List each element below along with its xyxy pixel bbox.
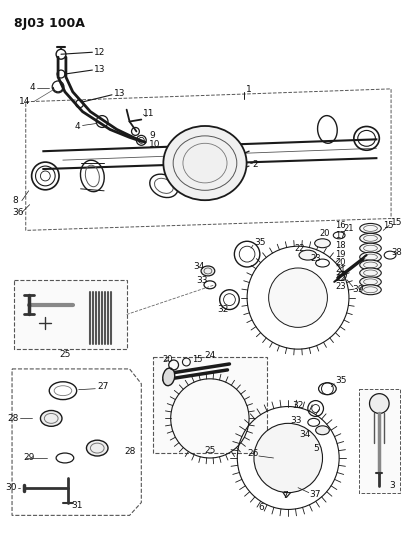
Text: 28: 28 <box>7 414 19 423</box>
Text: 22: 22 <box>335 274 346 284</box>
Text: 24: 24 <box>204 351 215 360</box>
Text: 8J03 100A: 8J03 100A <box>14 17 85 30</box>
Text: 18: 18 <box>335 241 346 250</box>
Text: 2: 2 <box>252 159 257 168</box>
Text: 26: 26 <box>247 449 259 457</box>
Text: 20: 20 <box>335 257 346 266</box>
Text: 16: 16 <box>335 221 346 230</box>
Text: 35: 35 <box>335 376 347 385</box>
Text: 21: 21 <box>335 265 346 274</box>
Ellipse shape <box>360 260 381 270</box>
Ellipse shape <box>315 239 330 248</box>
Text: 32: 32 <box>293 401 304 410</box>
Ellipse shape <box>360 252 381 262</box>
Text: 15: 15 <box>192 354 203 364</box>
FancyBboxPatch shape <box>359 389 400 492</box>
Text: 25: 25 <box>204 446 215 455</box>
Ellipse shape <box>40 410 62 426</box>
Text: 13: 13 <box>114 90 125 98</box>
Text: 9: 9 <box>149 131 155 140</box>
Text: 11: 11 <box>143 109 155 118</box>
Ellipse shape <box>316 426 329 435</box>
Text: 25: 25 <box>59 350 71 359</box>
Text: 27: 27 <box>97 382 109 391</box>
Text: 34: 34 <box>193 262 204 271</box>
Text: 10: 10 <box>149 140 161 149</box>
Text: 31: 31 <box>71 501 82 510</box>
Text: 33: 33 <box>196 276 208 285</box>
Text: 3: 3 <box>389 481 395 490</box>
Text: 23: 23 <box>311 254 322 263</box>
Text: 4: 4 <box>30 83 35 92</box>
Text: 37: 37 <box>310 490 321 499</box>
Text: 36: 36 <box>12 208 24 217</box>
Ellipse shape <box>360 277 381 287</box>
Text: 7: 7 <box>282 491 288 500</box>
Ellipse shape <box>360 223 381 233</box>
Text: 13: 13 <box>94 64 106 74</box>
Text: 33: 33 <box>290 416 302 425</box>
Polygon shape <box>282 440 308 476</box>
Text: 12: 12 <box>94 48 106 56</box>
Ellipse shape <box>299 250 317 260</box>
Text: 28: 28 <box>125 447 136 456</box>
Text: 23: 23 <box>335 282 346 292</box>
Text: 4: 4 <box>75 122 81 131</box>
Text: 29: 29 <box>24 454 35 463</box>
Text: 1: 1 <box>246 85 252 94</box>
Text: 34: 34 <box>299 430 311 439</box>
FancyBboxPatch shape <box>14 280 126 349</box>
Ellipse shape <box>360 285 381 295</box>
Text: 14: 14 <box>19 97 30 106</box>
Ellipse shape <box>201 266 215 276</box>
Ellipse shape <box>360 233 381 243</box>
Circle shape <box>370 394 389 414</box>
Ellipse shape <box>360 243 381 253</box>
Text: 35: 35 <box>254 238 266 247</box>
Ellipse shape <box>86 440 108 456</box>
Text: 38: 38 <box>391 248 402 257</box>
Text: 30: 30 <box>5 483 17 492</box>
Text: 22: 22 <box>294 244 305 253</box>
FancyBboxPatch shape <box>153 357 267 453</box>
Text: 39: 39 <box>352 285 364 294</box>
Text: 17: 17 <box>335 231 346 240</box>
Circle shape <box>268 268 327 327</box>
Text: 21: 21 <box>343 224 354 233</box>
Ellipse shape <box>360 268 381 278</box>
Text: 15: 15 <box>391 218 403 227</box>
Text: 8: 8 <box>12 196 18 205</box>
Text: 15: 15 <box>383 221 394 230</box>
Ellipse shape <box>163 368 175 386</box>
Text: 19: 19 <box>335 249 346 259</box>
Text: 6: 6 <box>259 503 265 512</box>
Circle shape <box>254 423 322 492</box>
Text: 20: 20 <box>319 229 330 238</box>
Ellipse shape <box>163 126 246 200</box>
Text: 32: 32 <box>218 305 229 314</box>
Text: 5: 5 <box>314 443 319 453</box>
Text: 20: 20 <box>163 354 173 364</box>
